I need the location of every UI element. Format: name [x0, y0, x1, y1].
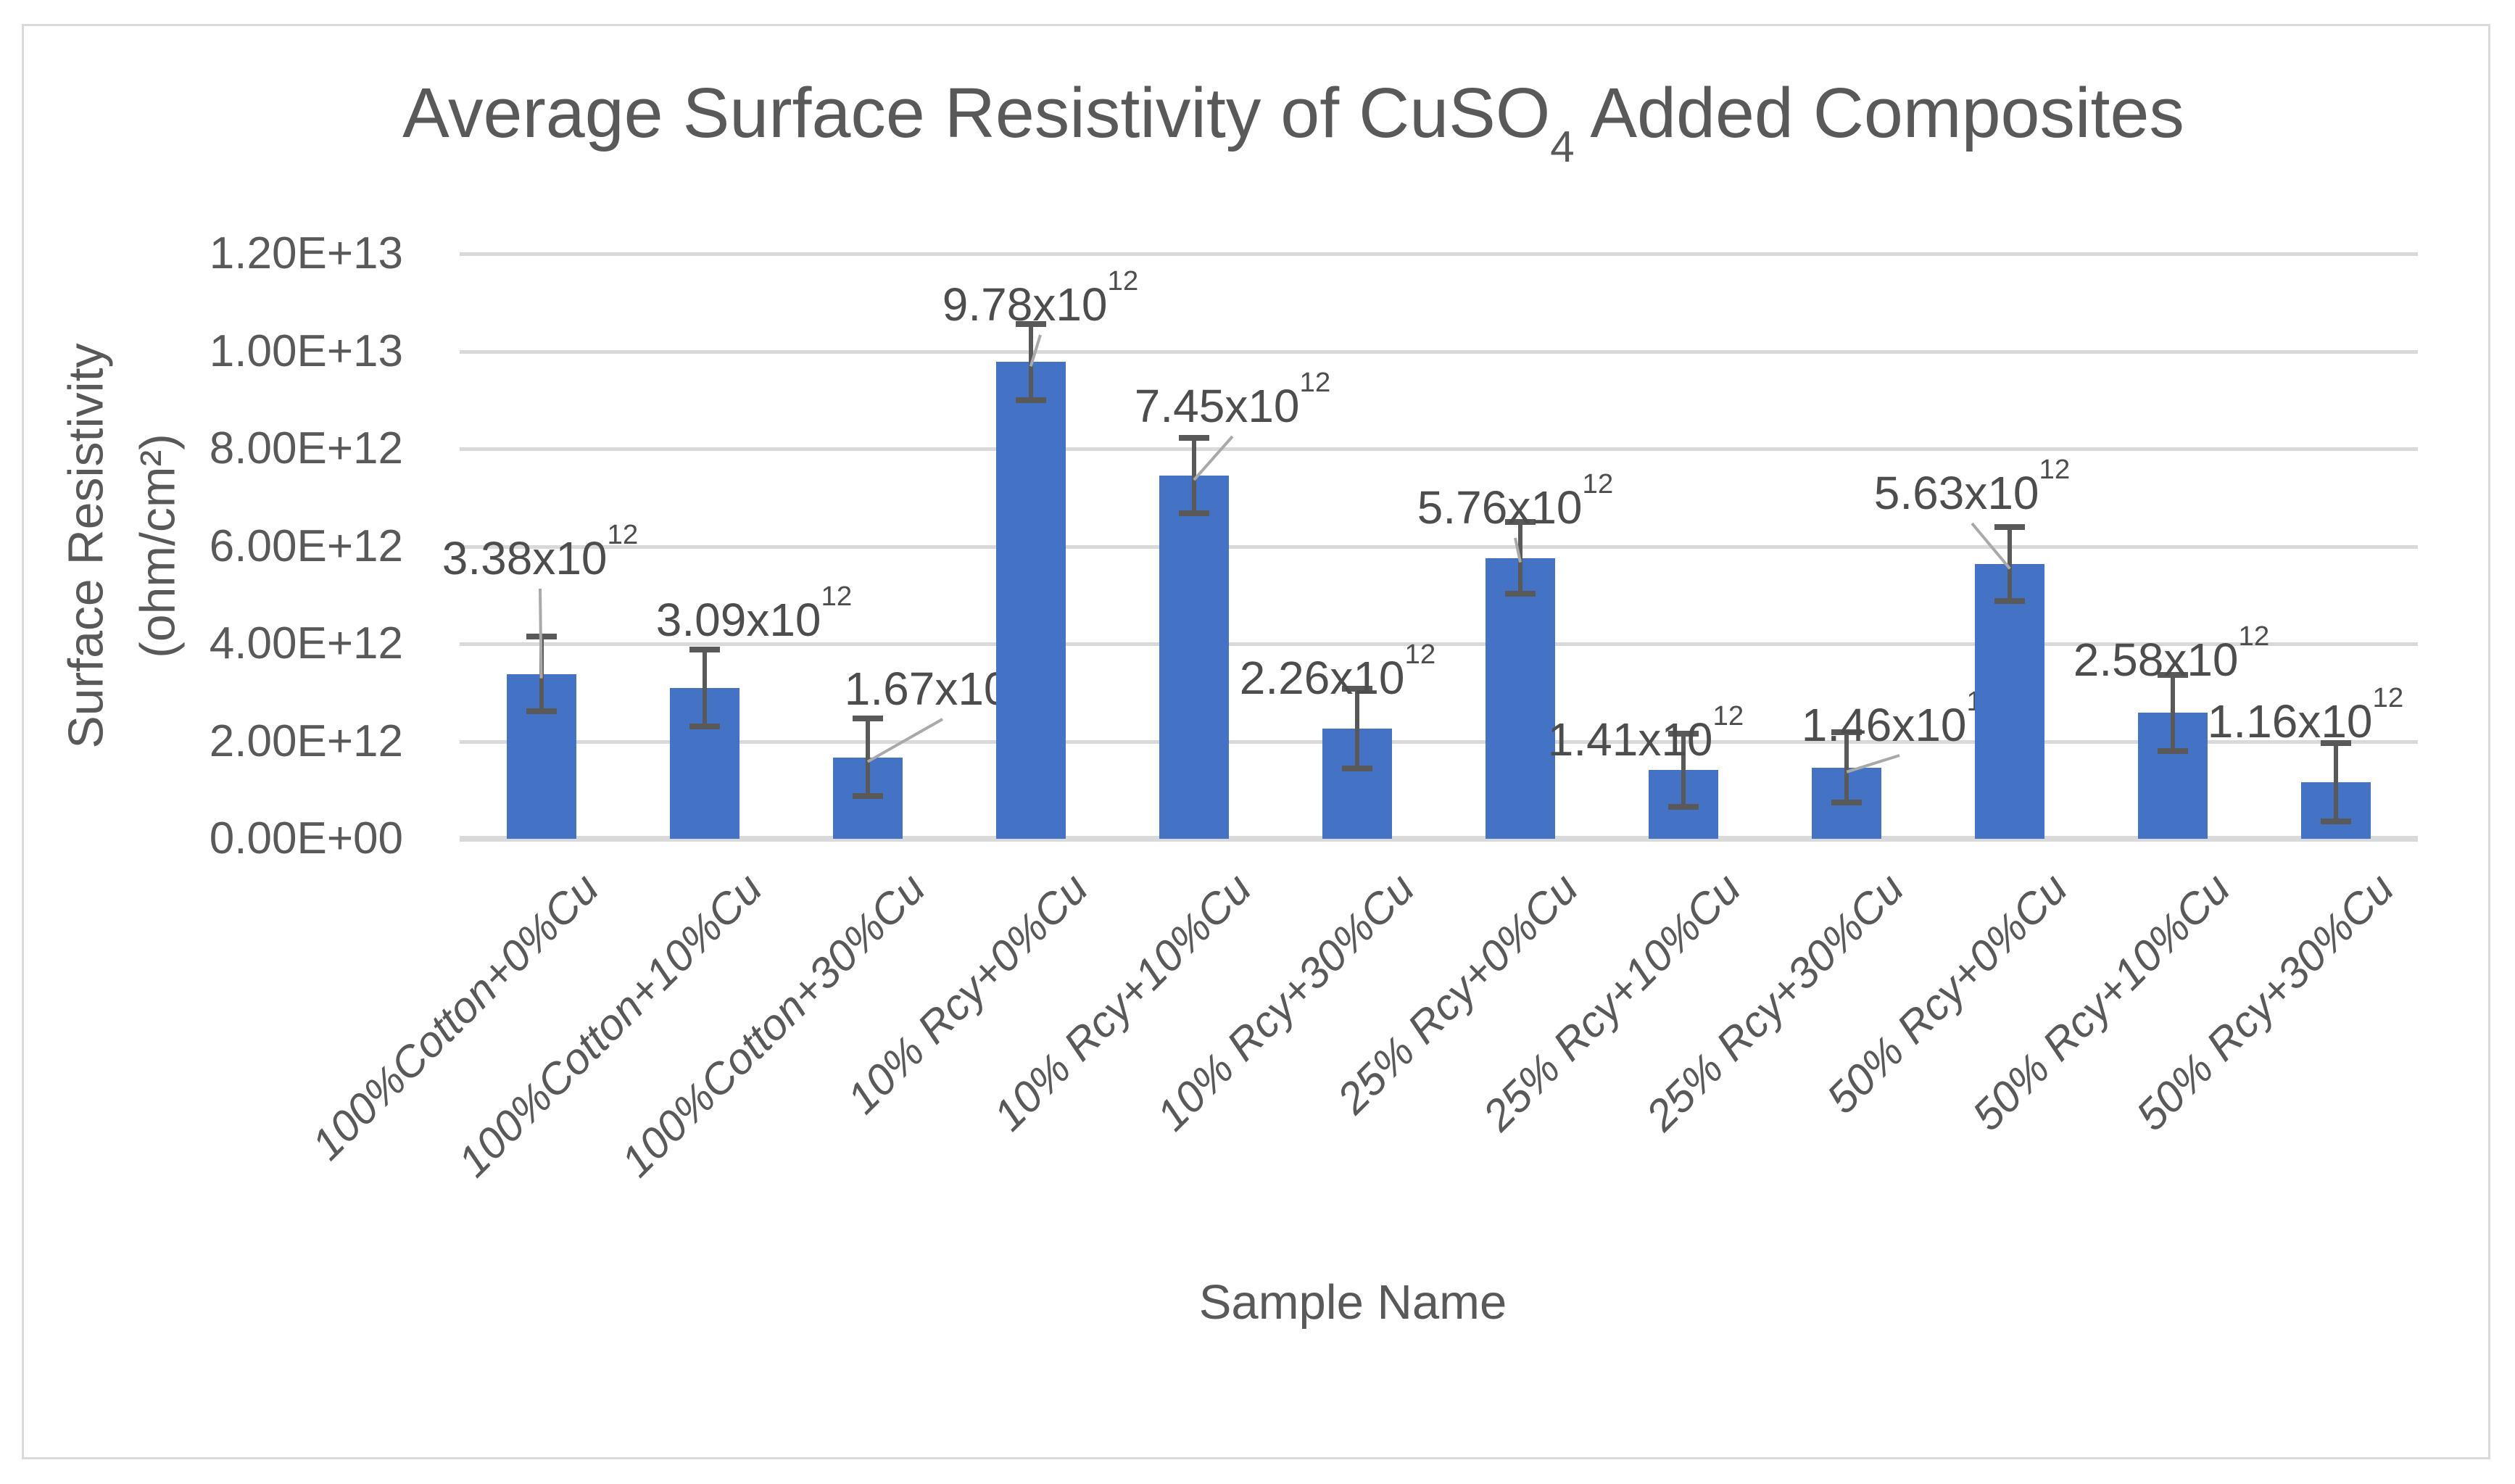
data-label: 1.46x1012 — [1802, 688, 1997, 748]
error-bar-cap-top — [689, 647, 720, 653]
x-axis-line — [460, 836, 2418, 842]
data-label-exponent: 12 — [1404, 639, 1436, 671]
y-tick-label: 8.00E+12 — [209, 423, 403, 473]
error-bar — [702, 650, 707, 727]
data-label-exponent: 12 — [1107, 265, 1139, 297]
data-label: 2.58x1012 — [2073, 621, 2270, 686]
error-bar-cap-bottom — [1994, 598, 2026, 605]
y-tick-label: 6.00E+12 — [209, 521, 403, 571]
gridline — [460, 349, 2418, 354]
data-label-exponent: 12 — [1712, 700, 1744, 732]
error-bar-cap-top — [526, 633, 557, 639]
chart-title: Average Surface Resistivity of CuSO4 Add… — [315, 72, 2272, 168]
data-label-exponent: 12 — [2238, 621, 2270, 652]
data-label-exponent: 12 — [607, 519, 639, 551]
data-label: 3.09x1012 — [655, 581, 853, 646]
error-bar-cap-top — [2321, 739, 2352, 746]
gridline — [460, 447, 2418, 451]
error-bar-cap-top — [1178, 434, 1209, 441]
bar — [1159, 475, 1229, 839]
data-label: 5.63x1012 — [1873, 454, 2071, 519]
error-bar-cap-bottom — [526, 708, 557, 715]
data-label: 1.41x1012 — [1547, 700, 1744, 766]
bar — [995, 362, 1066, 839]
error-bar — [1028, 323, 1033, 400]
data-label-exponent: 12 — [1299, 367, 1331, 399]
y-tick-label: 1.00E+13 — [209, 326, 403, 376]
gridline — [460, 544, 2418, 549]
error-bar — [2171, 675, 2176, 751]
error-bar — [865, 718, 870, 797]
error-bar — [1354, 688, 1359, 769]
error-bar-cap-top — [2158, 672, 2189, 679]
error-bar — [1681, 733, 1686, 807]
error-bar — [2008, 527, 2013, 602]
data-label-exponent: 12 — [1582, 468, 1614, 500]
bar — [1486, 557, 1556, 839]
data-label-exponent: 12 — [821, 581, 853, 613]
error-bar-cap-bottom — [2158, 747, 2189, 754]
error-bar — [2334, 742, 2339, 822]
error-bar-cap-bottom — [1341, 766, 1372, 772]
chart-title-subscript: 4 — [1550, 122, 1575, 171]
error-bar-cap-bottom — [1831, 800, 1863, 806]
error-bar-cap-bottom — [1505, 591, 1536, 597]
data-label-exponent: 12 — [2372, 682, 2404, 714]
error-bar — [1191, 437, 1196, 514]
data-label: 1.16x1012 — [2207, 682, 2404, 747]
gridline — [460, 252, 2418, 256]
error-bar-cap-top — [1994, 524, 2026, 531]
y-tick-label: 2.00E+12 — [209, 716, 403, 766]
y-axis-title-line1: Surface Resistivity — [58, 343, 114, 749]
error-bar-cap-bottom — [852, 793, 883, 800]
data-label: 3.38x1012 — [442, 519, 639, 584]
x-axis-title: Sample Name — [1198, 1275, 1507, 1330]
error-bar-cap-bottom — [689, 724, 720, 730]
chart-title-post: Added Composites — [1574, 73, 2184, 152]
data-label: 9.78x1012 — [942, 265, 1139, 331]
chart-title-pre: Average Surface Resistivity of CuSO — [402, 73, 1551, 152]
data-label: 2.26x1012 — [1239, 639, 1436, 704]
error-bar-cap-top — [1668, 730, 1699, 737]
error-bar-cap-top — [1341, 685, 1372, 692]
error-bar-cap-top — [1015, 320, 1046, 327]
error-bar-cap-bottom — [1015, 397, 1046, 403]
gridline — [460, 739, 2418, 744]
bar — [1975, 564, 2045, 839]
error-bar-cap-top — [1505, 518, 1536, 525]
data-label-exponent: 12 — [2039, 454, 2071, 486]
y-tick-label: 0.00E+00 — [209, 813, 403, 863]
y-tick-label: 1.20E+13 — [209, 228, 403, 278]
error-bar-cap-bottom — [2321, 818, 2352, 825]
error-bar-cap-top — [852, 715, 883, 721]
error-bar-cap-top — [1831, 729, 1863, 736]
error-bar-cap-bottom — [1178, 510, 1209, 517]
y-tick-label: 4.00E+12 — [209, 618, 403, 668]
data-label: 7.45x1012 — [1134, 367, 1331, 432]
error-bar — [539, 636, 544, 712]
data-label: 5.76x1012 — [1417, 468, 1614, 534]
error-bar-cap-bottom — [1668, 803, 1699, 810]
gridline — [460, 642, 2418, 646]
